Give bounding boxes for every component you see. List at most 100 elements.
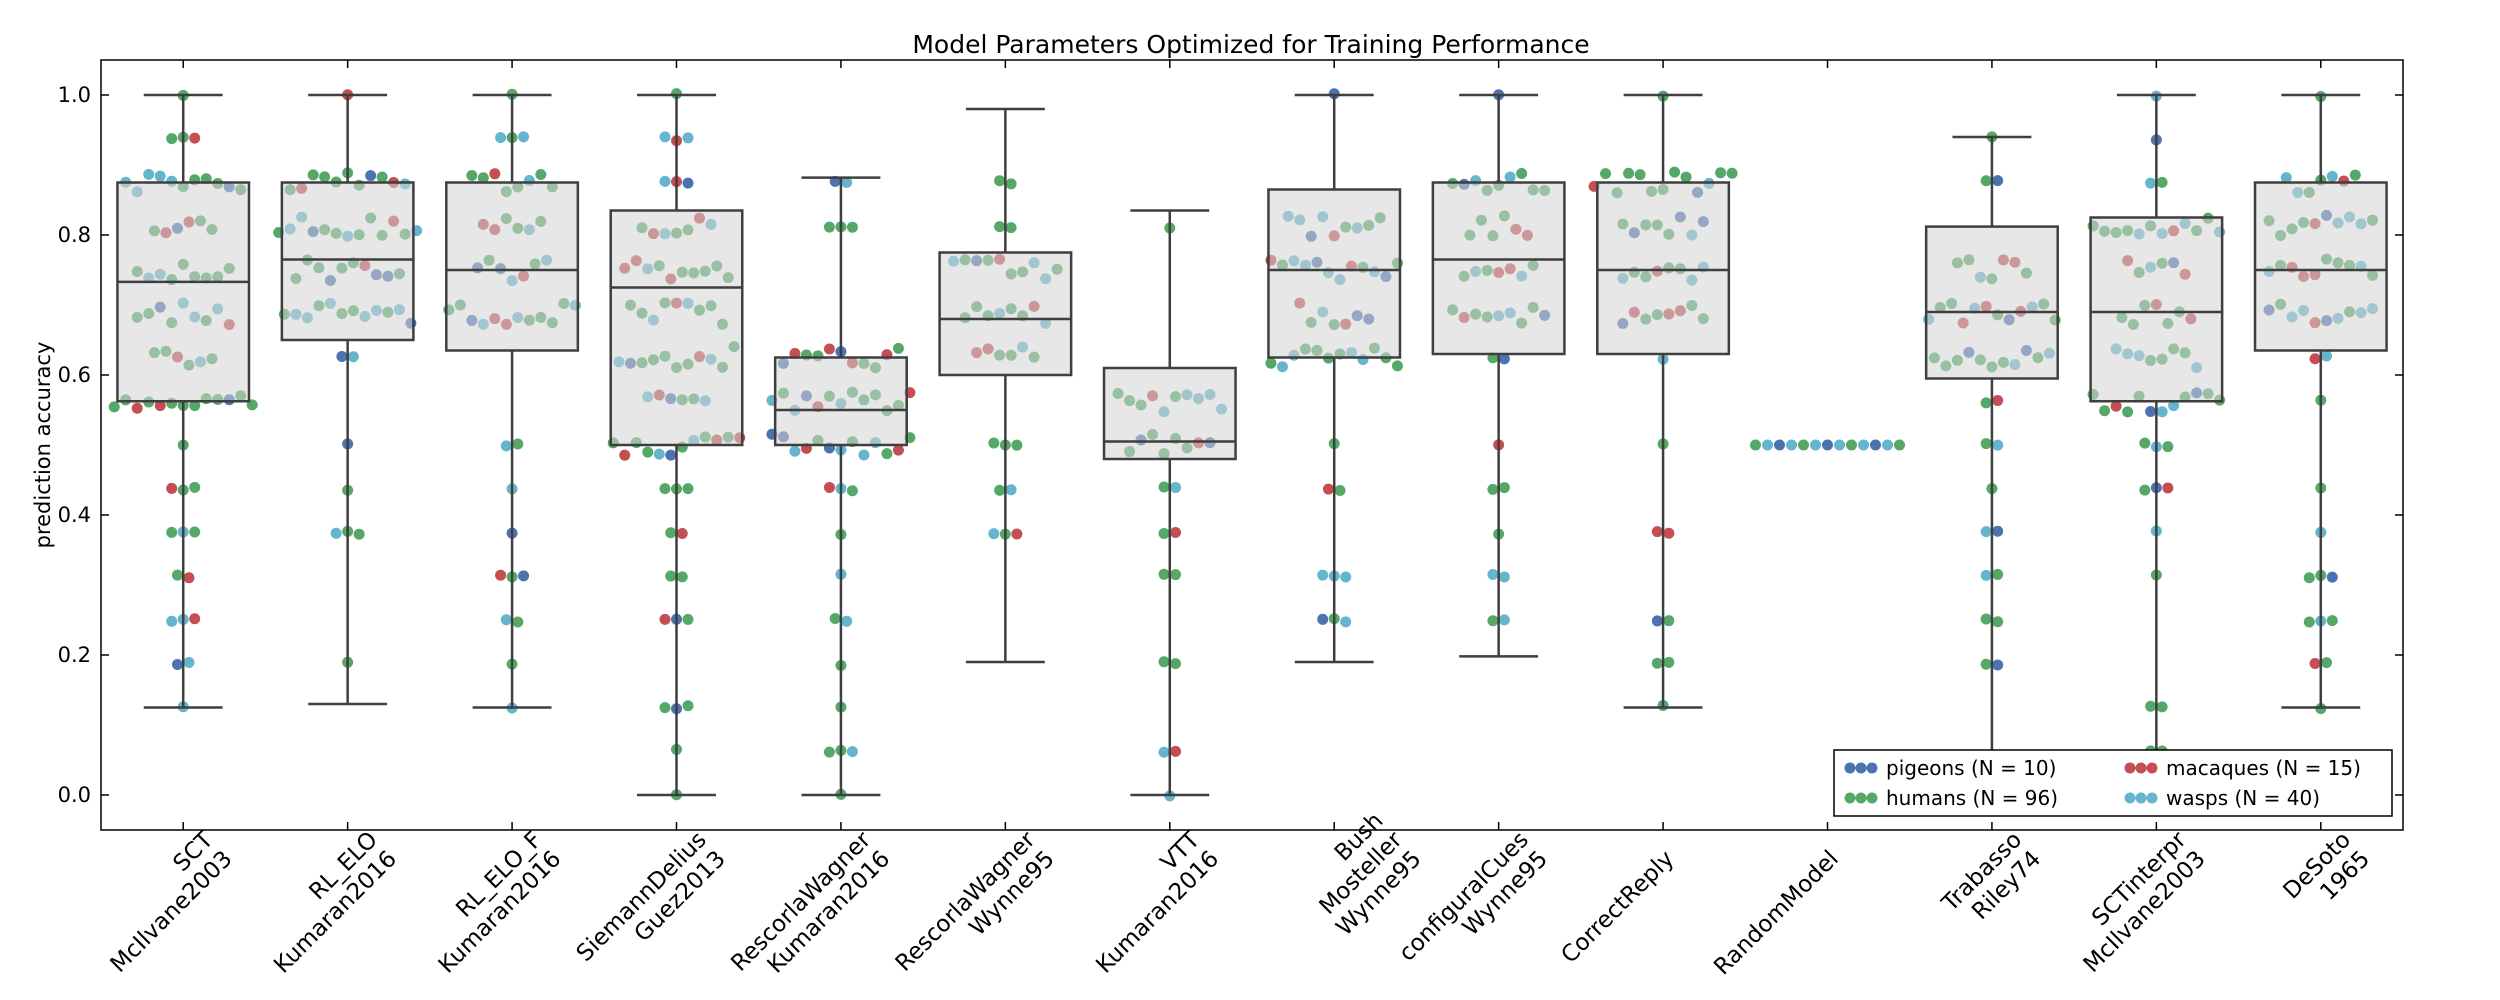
swarm-dot (2349, 169, 2361, 181)
swarm-dot (659, 702, 671, 714)
swarm-dot (1651, 526, 1663, 538)
y-axis-label: prediction accuracy (31, 342, 55, 549)
swarm-dot (307, 169, 319, 181)
swarm-dot (183, 572, 195, 584)
swarm-dot (512, 616, 524, 628)
swarm-dot (1980, 569, 1992, 581)
iqr-box (773, 356, 908, 447)
legend-item: macaques (N = 15) (2124, 756, 2361, 780)
legend-item: humans (N = 96) (1844, 786, 2058, 810)
swarm-dot (682, 132, 694, 144)
swarm-dot (676, 571, 688, 583)
swarm-dot (823, 481, 835, 493)
box-plot (280, 93, 415, 706)
swarm-dot (659, 613, 671, 625)
swarm-dot (1669, 166, 1681, 178)
swarm-dot (2156, 701, 2168, 713)
swarm-dot (2309, 657, 2321, 669)
swarm-dot (1786, 439, 1797, 451)
legend-label: pigeons (N = 10) (1886, 756, 2056, 780)
swarm-dot (1992, 616, 2004, 628)
swarm-dot (2326, 170, 2338, 182)
box-plot (1102, 209, 1237, 797)
swarm-dot (1487, 483, 1499, 495)
swarm-dot (2145, 406, 2157, 418)
swarm-dot (500, 614, 512, 626)
box-plot (773, 176, 908, 797)
y-tick-label: 0.6 (58, 363, 91, 387)
swarm-dot (512, 438, 524, 450)
swarm-dot (330, 527, 342, 539)
swarm-dot (1158, 481, 1170, 493)
swarm-dot (1005, 484, 1017, 496)
swarm-dot (1340, 616, 1352, 628)
swarm-dot (495, 132, 507, 144)
swarm-dot (189, 481, 201, 493)
swarm-dot (1774, 439, 1785, 451)
legend-marker (1866, 762, 1878, 774)
swarm-dot (1858, 439, 1869, 451)
swarm-dot (1992, 175, 2004, 187)
iqr-box (1102, 366, 1237, 461)
swarm-dot (466, 169, 478, 181)
legend-label: wasps (N = 40) (2166, 786, 2320, 810)
swarm-dot (892, 444, 904, 456)
iqr-box (1267, 188, 1402, 359)
swarm-dot (1798, 439, 1809, 451)
swarm-dot (2099, 405, 2111, 417)
swarm-dot (166, 615, 178, 627)
iqr-box (445, 181, 580, 352)
box-plot (445, 93, 580, 709)
legend-marker (2124, 762, 2136, 774)
y-tick-label: 1.0 (58, 83, 91, 107)
swarm-dot (1651, 657, 1663, 669)
box-plots (116, 93, 2388, 797)
swarm-dot (1992, 568, 2004, 580)
swarm-dot (671, 88, 682, 100)
swarm-dot (1894, 439, 1905, 451)
swarm-dot (1170, 658, 1182, 670)
swarm-dot (841, 176, 853, 188)
legend-label: macaques (N = 15) (2166, 756, 2361, 780)
swarm-dot (1158, 746, 1170, 758)
iqr-box (2253, 181, 2388, 352)
legend-marker (2146, 762, 2158, 774)
chart-title: Model Parameters Optimized for Training … (912, 30, 1589, 59)
swarm-dot (1498, 571, 1510, 583)
swarm-dot (2303, 572, 2315, 584)
swarm-dot (1750, 439, 1761, 451)
swarm-dot (1170, 481, 1182, 493)
legend-marker (1855, 762, 1867, 774)
swarm-dot (1882, 439, 1893, 451)
swarm-dot (2122, 406, 2134, 418)
swarm-dot (994, 175, 1006, 187)
iqr-box (2089, 216, 2224, 403)
swarm-dot (858, 449, 870, 461)
swarm-dot (1651, 615, 1663, 627)
swarm-dot (1317, 613, 1329, 625)
swarm-dot (2326, 615, 2338, 627)
swarm-dot (1170, 569, 1182, 581)
swarm-dot (1334, 484, 1346, 496)
swarm-dot (676, 528, 688, 540)
legend: pigeons (N = 10) macaques (N = 15) humans … (1833, 749, 2393, 817)
swarm-dot (2280, 172, 2292, 184)
swarm-dot (2139, 437, 2151, 449)
swarm-dot (1170, 526, 1182, 538)
iqr-box (280, 181, 415, 342)
legend-marker (1855, 792, 1867, 804)
swarm-group (1750, 439, 1905, 451)
swarm-dot (500, 440, 512, 452)
plot-frame (100, 59, 2404, 831)
swarm-dot (1663, 656, 1675, 668)
legend-marker (2135, 792, 2147, 804)
swarm-dot (823, 746, 835, 758)
swarm-dot (659, 175, 671, 187)
y-tick-label: 0.0 (58, 783, 91, 807)
swarm-dot (2145, 177, 2157, 189)
swarm-dot (1634, 169, 1646, 181)
swarm-dot (1663, 615, 1675, 627)
swarm-dot (1516, 168, 1528, 180)
swarm-dot (189, 132, 201, 144)
